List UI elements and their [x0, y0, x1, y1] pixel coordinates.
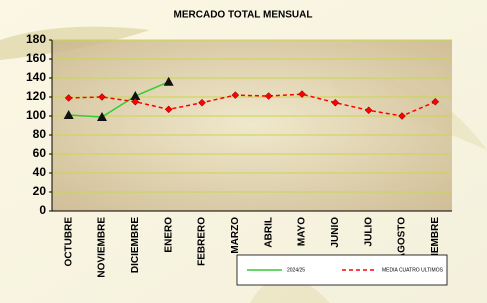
y-tick-label: 40 — [33, 165, 47, 179]
y-tick-label: 120 — [26, 89, 46, 103]
x-tick-label: MAYO — [297, 217, 308, 246]
y-tick-label: 0 — [39, 203, 46, 217]
x-tick-label: DICIEMBRE — [130, 217, 141, 273]
x-tick-label: FEBRERO — [197, 217, 208, 266]
y-tick-label: 140 — [26, 70, 46, 84]
x-tick-label: OCTUBRE — [63, 217, 74, 267]
plot-area — [52, 40, 452, 211]
legend-label: MEDIA CUATRO ULTIMOS — [382, 267, 444, 273]
y-tick-label: 20 — [33, 184, 47, 198]
legend: 2024/25 MEDIA CUATRO ULTIMOS — [237, 255, 447, 285]
x-tick-label: ENERO — [163, 217, 174, 253]
y-tick-label: 160 — [26, 51, 46, 65]
x-tick-label: JULIO — [363, 217, 374, 247]
x-tick-label: JUNIO — [330, 217, 341, 248]
chart-title: MERCADO TOTAL MENSUAL — [174, 10, 313, 21]
x-tick-label: AGOSTO — [397, 217, 408, 260]
chart: MERCADO TOTAL MENSUAL 0 20 40 60 80 100 120 140… — [0, 0, 487, 303]
y-tick-label: 180 — [26, 32, 46, 46]
y-tick-label: 60 — [33, 146, 47, 160]
y-tick-label: 100 — [26, 108, 46, 122]
y-tick-label: 80 — [33, 127, 47, 141]
x-tick-label: MARZO — [230, 217, 241, 254]
legend-label: 2024/25 — [287, 267, 305, 273]
x-tick-label: NOVIEMBRE — [97, 217, 108, 278]
x-tick-label: ABRIL — [263, 217, 274, 248]
